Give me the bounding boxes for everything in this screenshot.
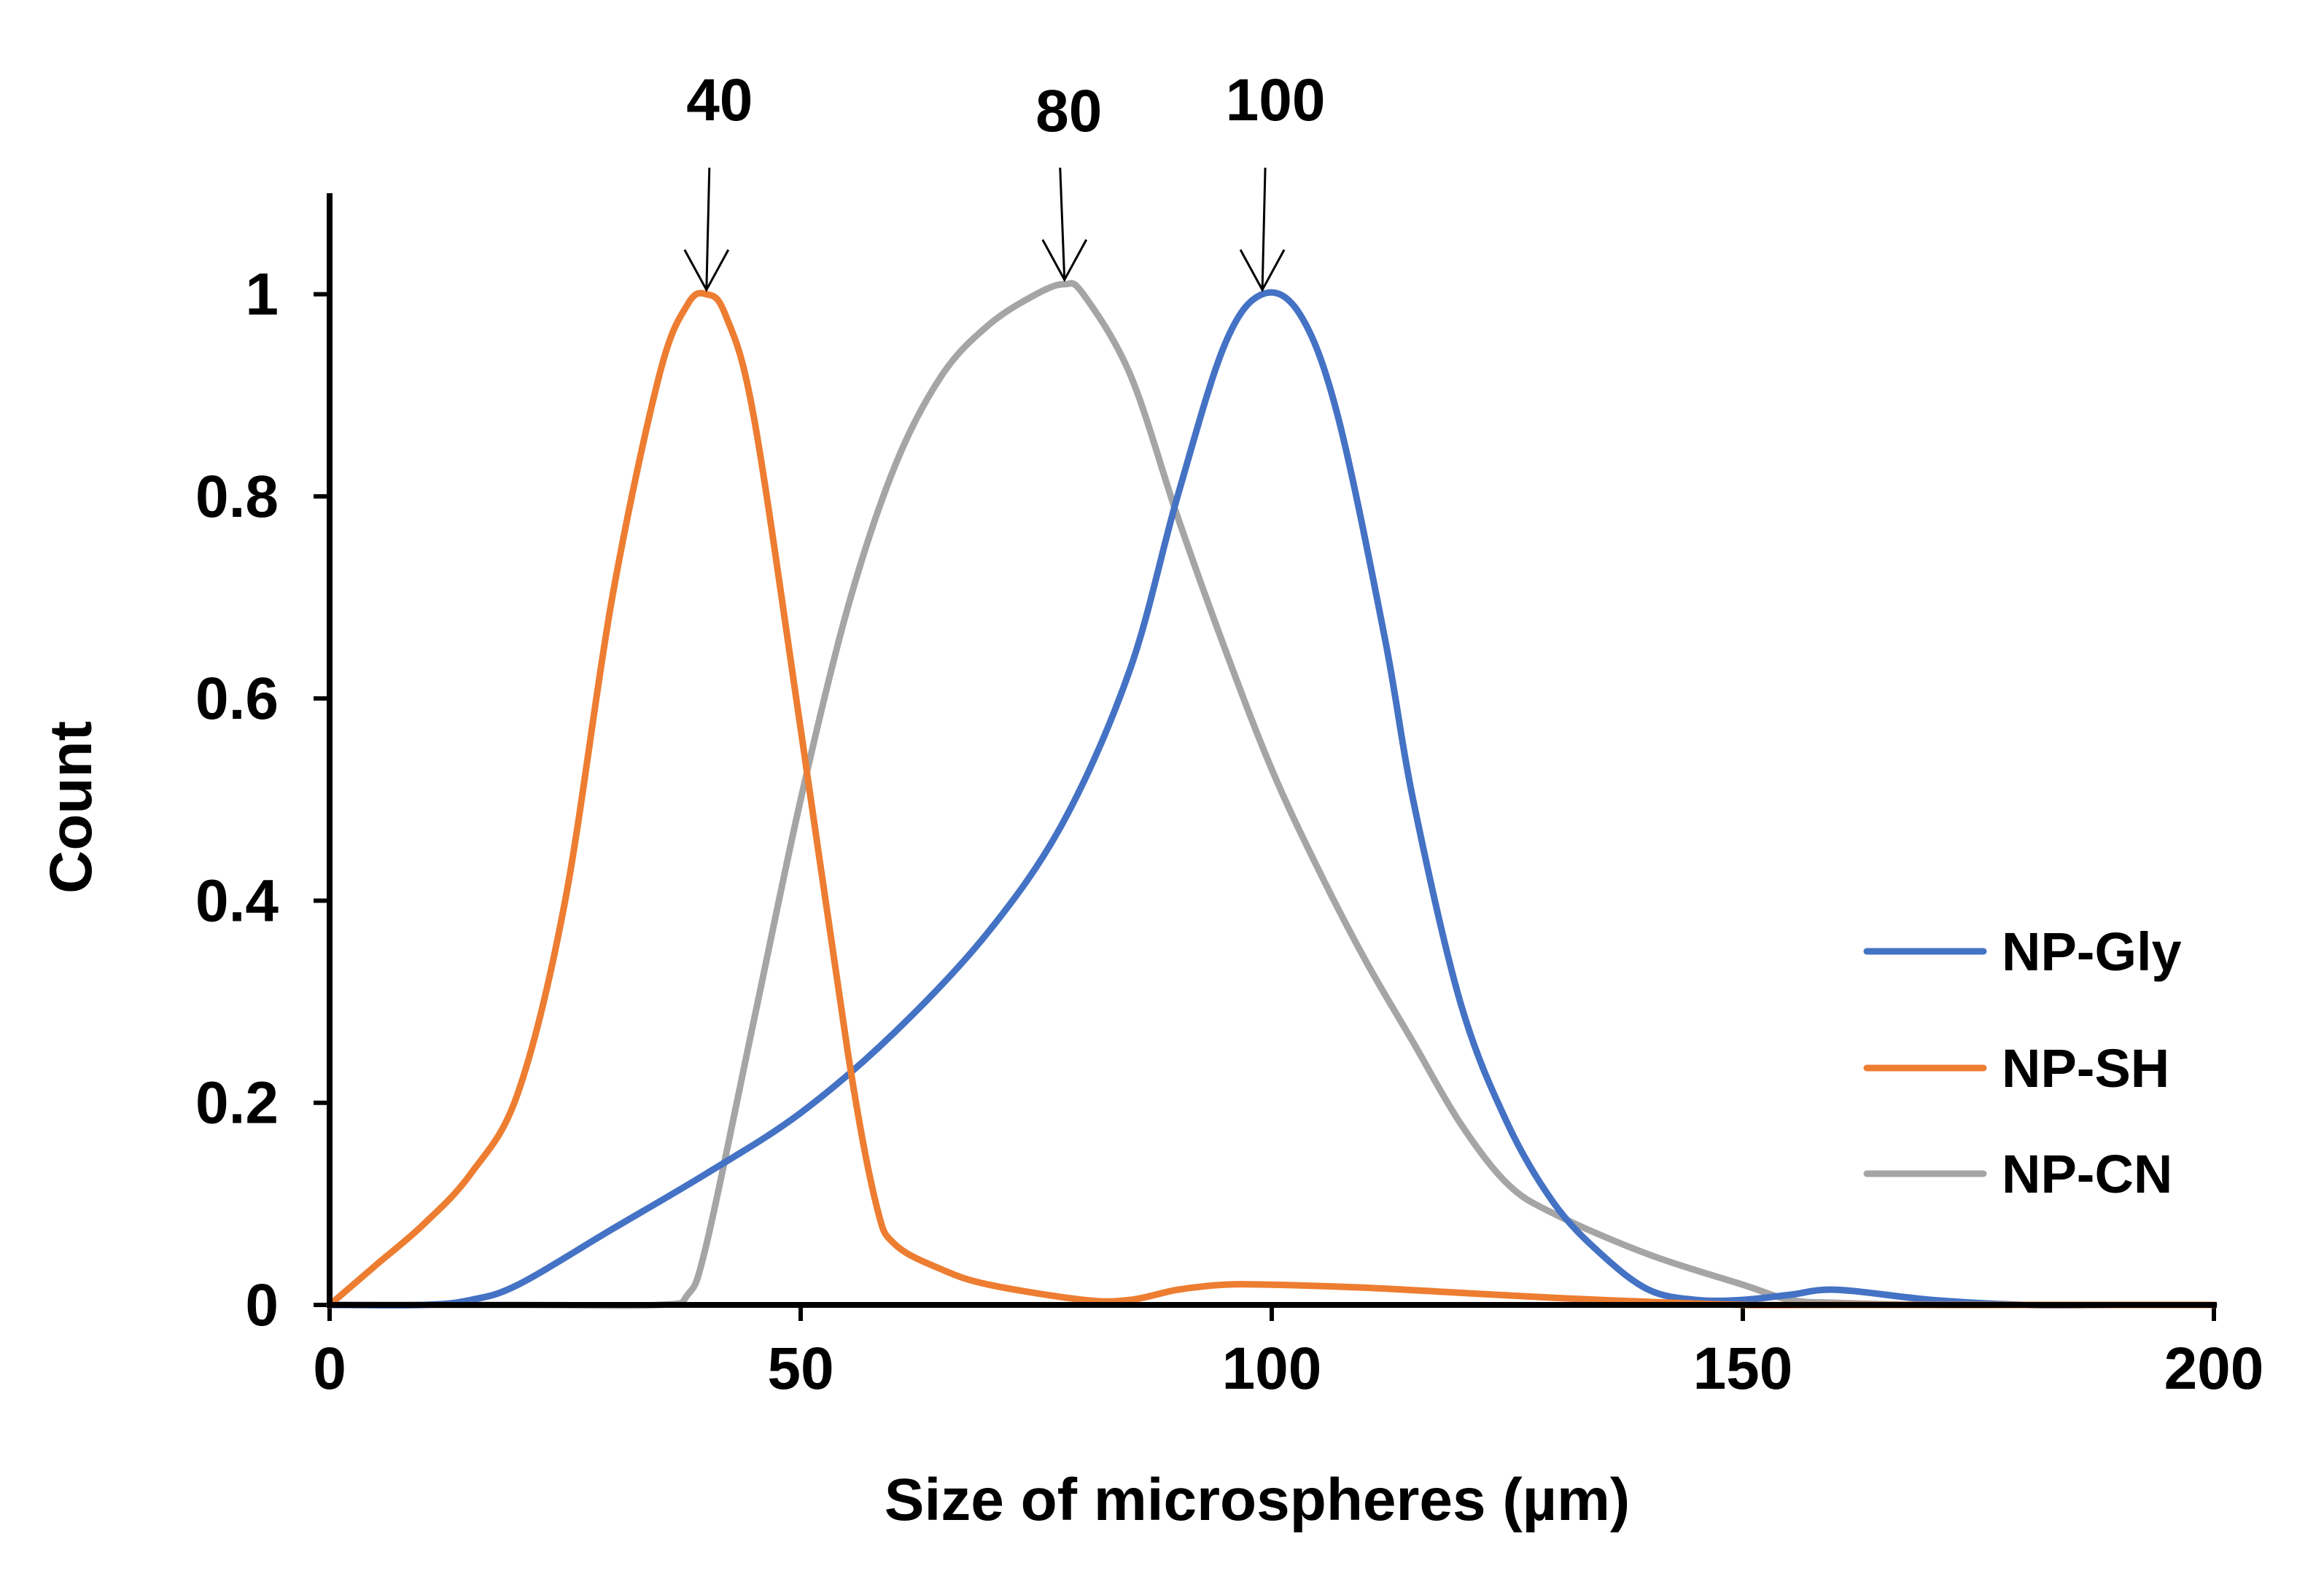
y-tick-label: 1	[245, 262, 279, 328]
peak-annotation: 80	[1035, 78, 1102, 282]
peak-arrow-head	[683, 249, 730, 292]
x-tick-label: 0	[313, 1336, 346, 1402]
x-axis-ticks: 0 50 100 150 200	[313, 1305, 2263, 1402]
axes	[327, 193, 2217, 1308]
legend: NP-Gly NP-SH NP-CN	[1863, 921, 2182, 1204]
peak-annotation: 100	[1226, 67, 1326, 292]
series-line-np-cn	[326, 280, 2218, 1309]
y-tick-label: 0	[245, 1272, 279, 1338]
x-tick-label: 150	[1693, 1336, 1793, 1402]
y-tick-label: 0.6	[195, 666, 279, 732]
legend-label: NP-SH	[2002, 1038, 2169, 1099]
peak-arrow-shaft	[705, 167, 711, 290]
series-line-np-sh	[326, 289, 2218, 1309]
y-axis-title: Count	[38, 721, 104, 894]
peak-label: 40	[686, 67, 753, 133]
series-layer	[326, 280, 2218, 1309]
x-tick-label: 100	[1222, 1336, 1322, 1402]
peak-annotation: 40	[683, 67, 753, 292]
legend-item-np-cn: NP-CN	[1863, 1144, 2172, 1204]
series-line-np-gly	[326, 289, 2218, 1309]
legend-label: NP-CN	[2002, 1144, 2172, 1204]
peak-label: 80	[1035, 78, 1102, 144]
peak-arrow-shaft	[1261, 167, 1267, 290]
legend-label: NP-Gly	[2002, 921, 2182, 982]
peak-label: 100	[1226, 67, 1326, 133]
x-axis-title: Size of microspheres (µm)	[885, 1467, 1630, 1533]
peak-annotations: 40 80 100	[683, 67, 1326, 292]
legend-item-np-gly: NP-Gly	[1863, 921, 2182, 982]
y-tick-label: 0.2	[195, 1070, 279, 1137]
y-tick-label: 0.4	[195, 868, 279, 934]
y-tick-label: 0.8	[195, 464, 279, 530]
y-axis-ticks: 0 0.2 0.4 0.6 0.8 1	[195, 262, 330, 1338]
peak-arrow-head	[1239, 249, 1286, 292]
x-tick-label: 200	[2164, 1336, 2264, 1402]
peak-arrow-head	[1041, 239, 1088, 282]
x-tick-label: 50	[767, 1336, 833, 1402]
legend-item-np-sh: NP-SH	[1863, 1038, 2169, 1099]
peak-arrow-shaft	[1059, 167, 1066, 280]
